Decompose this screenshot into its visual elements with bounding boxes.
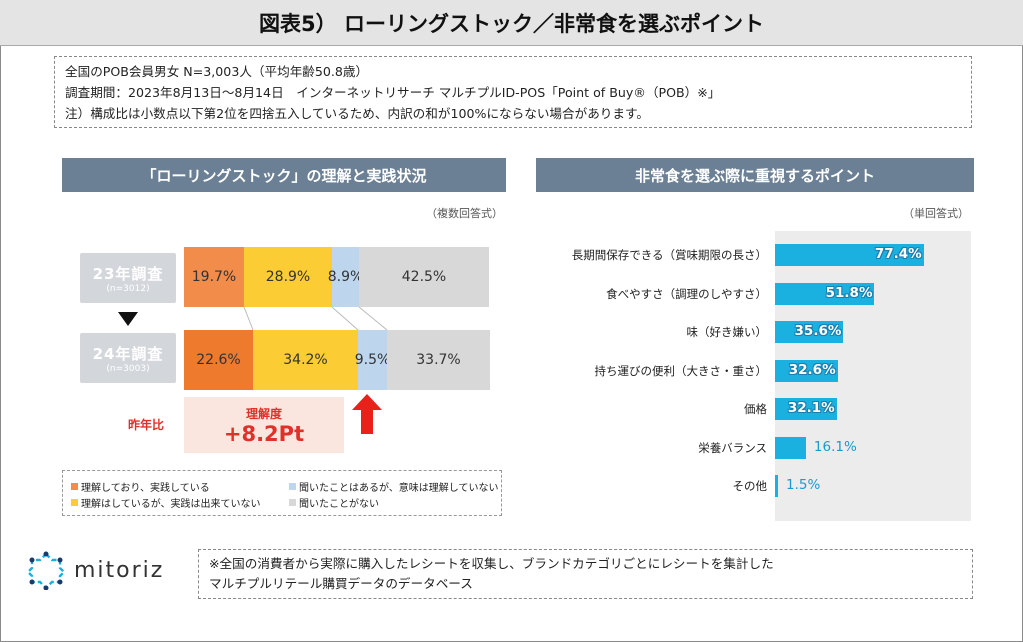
legend-swatch [71,499,78,506]
bar [775,398,837,420]
bar-segment: 42.5% [359,247,489,307]
legend-label: 理解はしているが、実践は出来ていない [81,499,261,510]
survey-info-line: 調査期間：2023年8月13日～8月14日 インターネットリサーチ マルチプルI… [65,85,721,100]
category-label: 価格 [744,402,767,416]
bar-value-label: 77.4% [874,246,922,262]
bar [775,321,844,343]
yoy-title: 理解度 [245,406,282,421]
survey-info-line: 注）構成比は小数点以下第2位を四捨五入しているため、内訳の和が100%にならない… [65,106,649,121]
down-arrow-icon [118,312,138,326]
bar-value-label: 34.2% [283,352,328,368]
bar-segment: 33.7% [387,330,490,390]
legend-item: 聞いたことがない [289,495,379,510]
category-label: 味（好き嫌い） [686,325,768,339]
legend-swatch [71,483,78,490]
yoy-label: 昨年比 [128,418,165,432]
category-label: 24年調査 [92,344,164,363]
right-panel-header: 非常食を選ぶ際に重視するポイント [536,158,974,192]
bar-value-label: 22.6% [196,352,241,368]
legend-label: 聞いたことはあるが、意味は理解していない [299,483,499,494]
category-n: (n=3003) [106,363,150,374]
category-n: (n=3012) [106,283,150,294]
bar [775,282,875,305]
bar-value-label: 19.7% [191,269,237,285]
legend-swatch [289,483,296,490]
bar-segment: 8.9% [328,247,363,307]
left-panel-header: 「ローリングストック」の理解と実践状況 [62,158,506,192]
category-label: 23年調査 [92,264,164,283]
stacked-bar-2024: 22.6% 34.2% 9.5% 33.7% [184,330,490,390]
legend: 理解しており、実践している 理解はしているが、実践は出来ていない 聞いたことはあ… [62,470,502,516]
category-label: 栄養バランス [698,440,767,455]
left-panel-note: （複数回答式） [426,207,503,220]
category-label: その他 [732,479,768,493]
bar-value-label: 33.7% [416,352,461,368]
footer-note-line: ※全国の消費者から実際に購入したレシートを収集し、ブランドカテゴリごとにレシート… [209,556,774,571]
up-arrow-icon [352,394,382,434]
bar [775,244,924,266]
yoy-value: +8.2Pt [223,421,305,446]
mitoriz-logo: mitoriz [26,550,164,590]
bar-value-label: 8.9% [327,269,364,285]
yoy-box: 理解度 +8.2Pt [184,397,344,453]
category-label: 持ち運びの便利（大きさ・重さ） [594,363,768,378]
survey-info: 全国のPOB会員男女 N=3,003人（平均年齢50.8歳） 調査期間：2023… [54,56,972,128]
bar-value-label: 9.5% [354,352,391,368]
category-pill-2023: 23年調査 (n=3012) [80,253,176,303]
legend-item: 聞いたことはあるが、意味は理解していない [289,479,499,494]
legend-item: 理解しており、実践している [71,479,210,494]
bar-value-label: 16.1% [813,438,857,455]
bar-segment: 22.6% [184,330,253,390]
bar-value-label: 32.6% [788,361,836,378]
footer-note-line: マルチプルリテール購買データのデータベース [209,576,473,591]
mitoriz-logo-icon [26,551,66,590]
bar-value-label: 1.5% [786,477,821,493]
page-title: 図表5） ローリングストック／非常食を選ぶポイント [0,0,1023,46]
bar-value-label: 35.6% [794,323,842,339]
stacked-bar-2023: 19.7% 28.9% 8.9% 42.5% [184,247,489,307]
right-panel-note: （単回答式） [903,207,969,220]
bar-segment: 19.7% [184,247,244,307]
category-pill-2024: 24年調査 (n=3003) [80,333,176,383]
category-label: 長期間保存できる（賞味期限の長さ） [571,248,767,262]
bar-value-label: 28.9% [265,269,311,285]
logo-text: mitoriz [74,557,165,583]
legend-item: 理解はしているが、実践は出来ていない [71,495,261,510]
category-label: 食べやすさ（調理のしやすさ） [606,286,767,301]
bar-value-label: 51.8% [825,284,873,301]
bar [775,475,778,497]
bar-value-label: 42.5% [401,269,447,285]
survey-info-line: 全国のPOB会員男女 N=3,003人（平均年齢50.8歳） [65,64,369,79]
legend-label: 理解しており、実践している [81,483,210,494]
legend-swatch [289,499,296,506]
bar-value-label: 32.1% [787,400,835,416]
bar-segment: 28.9% [244,247,332,307]
bar [775,359,838,382]
bar [775,436,806,459]
footer-note: ※全国の消費者から実際に購入したレシートを収集し、ブランドカテゴリごとにレシート… [198,549,973,599]
legend-label: 聞いたことがない [299,499,379,510]
bar-segment: 34.2% [253,330,358,390]
bar-segment: 9.5% [355,330,390,390]
